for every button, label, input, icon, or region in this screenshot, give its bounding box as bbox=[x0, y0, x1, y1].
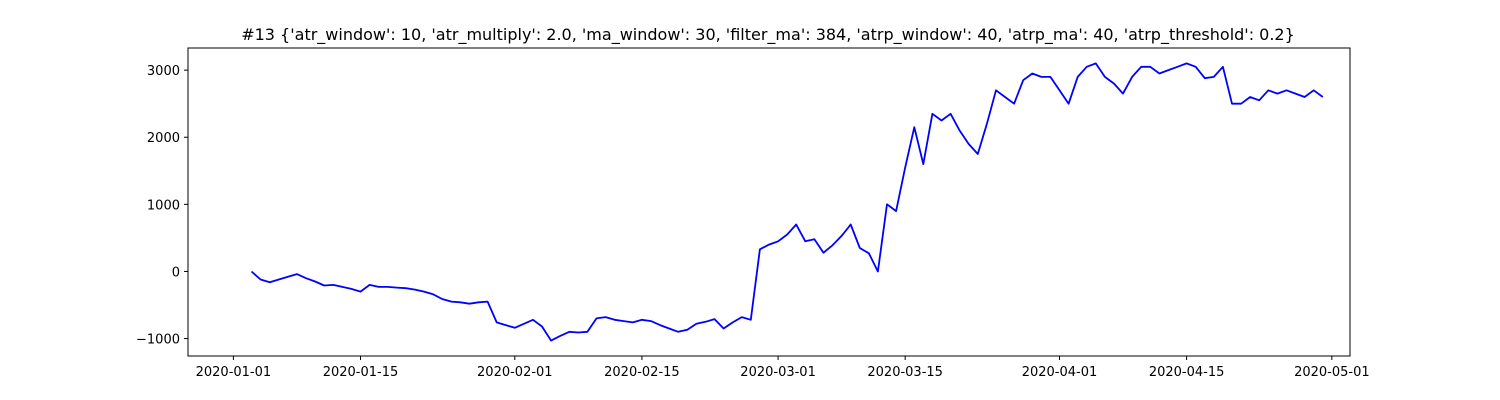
x-tick-label: 2020-05-01 bbox=[1294, 365, 1370, 380]
series-line bbox=[250, 62, 1324, 342]
x-tick-label: 2020-02-15 bbox=[604, 365, 680, 380]
plot-frame bbox=[187, 47, 1351, 357]
x-tick-label: 2020-01-15 bbox=[323, 365, 399, 380]
x-tick-label: 2020-04-15 bbox=[1149, 365, 1225, 380]
chart-title: #13 {'atr_window': 10, 'atr_multiply': 2… bbox=[241, 25, 1295, 45]
axes: 2020-01-01 2020-01-15 2020-02-01 2020-02-15… bbox=[136, 47, 1370, 380]
y-tick-label: 3000 bbox=[147, 64, 180, 79]
x-tick-label: 2020-03-15 bbox=[867, 365, 943, 380]
x-tick-label: 2020-02-01 bbox=[477, 365, 553, 380]
y-tick-label: 0 bbox=[172, 265, 180, 280]
x-tick-label: 2020-03-01 bbox=[740, 365, 816, 380]
y-tick-label: 2000 bbox=[147, 131, 180, 146]
y-tick-label: 1000 bbox=[147, 198, 180, 213]
x-tick-label: 2020-01-01 bbox=[196, 365, 272, 380]
y-tick-label: −1000 bbox=[136, 333, 180, 348]
x-tick-label: 2020-04-01 bbox=[1022, 365, 1098, 380]
plot-area bbox=[250, 62, 1324, 342]
